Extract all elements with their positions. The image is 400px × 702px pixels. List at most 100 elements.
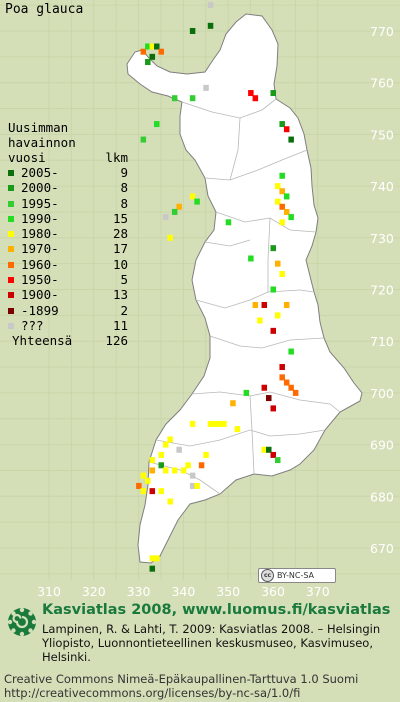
- observation-square: [145, 477, 151, 484]
- observation-square: [171, 208, 178, 215]
- x-tick-label: 330: [127, 584, 151, 598]
- distribution-map: 770 760 750 740 730 720 710 700 690 680 670 310 320…: [0, 0, 400, 598]
- legend-count: 2: [120, 302, 128, 318]
- observation-square: [167, 498, 173, 505]
- legend-heading-3: vuosi: [8, 150, 46, 165]
- observation-square: [266, 395, 272, 402]
- observation-square: [158, 462, 164, 469]
- y-tick-label: 700: [370, 386, 394, 401]
- observation-square: [234, 426, 241, 433]
- footer: Kasviatlas 2008, www.luomus.fi/kasviatla…: [0, 598, 400, 702]
- observation-square: [279, 364, 285, 371]
- y-tick-label: 730: [370, 231, 394, 246]
- observation-square: [279, 188, 285, 195]
- legend-label: 2000-: [21, 180, 59, 196]
- legend-swatch: [8, 246, 14, 253]
- observation-square: [261, 384, 268, 391]
- observation-square: [198, 462, 205, 469]
- legend-label: 1995-: [21, 195, 59, 211]
- y-tick-label: 740: [370, 179, 394, 194]
- observation-square: [270, 90, 276, 97]
- observation-square: [292, 389, 299, 396]
- observation-square: [149, 565, 156, 572]
- legend-count: 15: [112, 210, 128, 226]
- observation-square: [167, 436, 173, 443]
- observation-square: [149, 43, 156, 50]
- legend-count: 8: [120, 195, 128, 211]
- observation-square: [149, 488, 156, 495]
- legend-label: ???: [21, 317, 44, 333]
- observation-square: [279, 270, 285, 277]
- observation-square: [221, 420, 227, 427]
- observation-square: [189, 420, 196, 427]
- observation-square: [288, 384, 294, 391]
- cc-license-badge[interactable]: cc BY-NC-SA: [258, 568, 336, 583]
- observation-square: [270, 286, 276, 293]
- x-tick-label: 350: [216, 584, 240, 598]
- observation-square: [225, 219, 232, 226]
- observation-square: [162, 467, 169, 474]
- legend-row: 1990- 15: [8, 211, 133, 226]
- legend-swatch: [8, 170, 14, 176]
- y-tick-label: 690: [370, 438, 394, 453]
- observation-square: [158, 48, 164, 55]
- observation-square: [274, 260, 281, 267]
- y-tick-label: 670: [370, 541, 394, 556]
- observation-square: [194, 198, 200, 205]
- legend-heading-row: vuosi lkm: [8, 150, 128, 165]
- observation-square: [283, 126, 290, 133]
- observation-square: [189, 95, 196, 102]
- legend-total-count: 126: [105, 333, 128, 349]
- observation-square: [274, 312, 281, 319]
- legend-label: 1990-: [21, 210, 59, 226]
- citation-text: Lampinen, R. & Lahti, T. 2009: Kasviatla…: [42, 622, 381, 664]
- y-axis-ticks: 770 760 750 740 730 720 710 700 690 680 670: [370, 24, 394, 556]
- observation-square: [149, 457, 156, 464]
- observation-square: [162, 214, 169, 221]
- legend-label: 1960-: [21, 256, 59, 272]
- legend-swatch: [8, 215, 14, 222]
- legend-label: -1899: [21, 302, 59, 318]
- observation-square: [270, 451, 276, 458]
- legend: Uusimman havainnon vuosi lkm 2005- 9 2000…: [8, 120, 133, 349]
- observation-square: [145, 43, 151, 50]
- observation-square: [266, 446, 272, 453]
- legend-count: 28: [112, 226, 128, 242]
- observation-square: [279, 172, 285, 179]
- legend-row: -1899 2: [8, 303, 133, 318]
- x-tick-label: 360: [261, 584, 285, 598]
- y-tick-label: 680: [370, 489, 394, 504]
- legend-count: 5: [120, 272, 128, 288]
- legend-count: 13: [112, 287, 128, 303]
- observation-square: [274, 183, 281, 190]
- observation-square: [149, 555, 156, 562]
- observation-square: [207, 22, 214, 29]
- observation-square: [279, 219, 285, 226]
- license-url[interactable]: http://creativecommons.org/licenses/by-n…: [4, 686, 301, 700]
- observation-square: [194, 482, 200, 489]
- legend-swatch: [8, 185, 14, 192]
- observation-square: [171, 95, 178, 102]
- observation-square: [216, 420, 223, 427]
- observation-square: [189, 28, 196, 34]
- observation-square: [176, 203, 182, 210]
- finland-land: [126, 13, 363, 564]
- observation-square: [180, 467, 187, 474]
- observation-square: [279, 203, 285, 210]
- legend-row: 2000- 8: [8, 180, 133, 195]
- legend-swatch: [8, 231, 14, 238]
- kasviatlas-logo-icon: [7, 607, 37, 637]
- legend-row: 1950- 5: [8, 272, 133, 287]
- observation-square: [243, 389, 250, 396]
- y-tick-label: 710: [370, 334, 394, 349]
- x-tick-label: 370: [306, 584, 330, 598]
- legend-heading-count: lkm: [105, 150, 128, 165]
- legend-label: 2005-: [21, 165, 59, 180]
- legend-heading-1: Uusimman: [8, 120, 69, 135]
- observation-square: [257, 317, 263, 324]
- atlas-title[interactable]: Kasviatlas 2008, www.luomus.fi/kasviatla…: [42, 602, 391, 618]
- legend-total-label: Yhteensä: [12, 333, 73, 349]
- observation-square: [140, 136, 147, 143]
- observation-square: [270, 327, 276, 334]
- legend-swatch: [8, 261, 14, 268]
